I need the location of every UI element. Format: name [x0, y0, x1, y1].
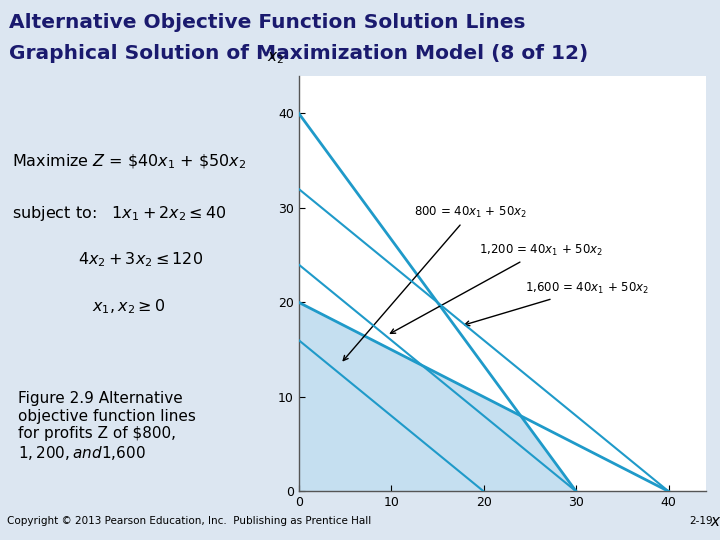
- Text: $x_2$: $x_2$: [267, 50, 284, 66]
- Text: Graphical Solution of Maximization Model (8 of 12): Graphical Solution of Maximization Model…: [9, 44, 589, 63]
- Text: 1,200 = 40$x_1$ + 50$x_2$: 1,200 = 40$x_1$ + 50$x_2$: [390, 243, 603, 333]
- Text: 2-19: 2-19: [689, 516, 713, 526]
- Polygon shape: [299, 302, 576, 491]
- Text: Alternative Objective Function Solution Lines: Alternative Objective Function Solution …: [9, 14, 526, 32]
- Text: Maximize $Z$ = $\$40x_1$ + $\$50x_2$: Maximize $Z$ = $\$40x_1$ + $\$50x_2$: [12, 152, 246, 171]
- Text: Figure 2.9 Alternative
objective function lines
for profits Z of $800,
$1,200, a: Figure 2.9 Alternative objective functio…: [19, 392, 197, 462]
- Text: $4x_2 + 3x_2 \leq 120$: $4x_2 + 3x_2 \leq 120$: [78, 251, 203, 269]
- Text: $x_1, x_2 \geq 0$: $x_1, x_2 \geq 0$: [92, 298, 165, 316]
- Text: subject to:   $1x_1 + 2x_2 \leq 40$: subject to: $1x_1 + 2x_2 \leq 40$: [12, 204, 227, 222]
- Text: Copyright © 2013 Pearson Education, Inc.  Publishing as Prentice Hall: Copyright © 2013 Pearson Education, Inc.…: [7, 516, 372, 526]
- Text: 1,600 = 40$x_1$ + 50$x_2$: 1,600 = 40$x_1$ + 50$x_2$: [464, 281, 649, 326]
- Text: $x_1$: $x_1$: [710, 515, 720, 531]
- Text: 800 = 40$x_1$ + 50$x_2$: 800 = 40$x_1$ + 50$x_2$: [343, 205, 527, 361]
